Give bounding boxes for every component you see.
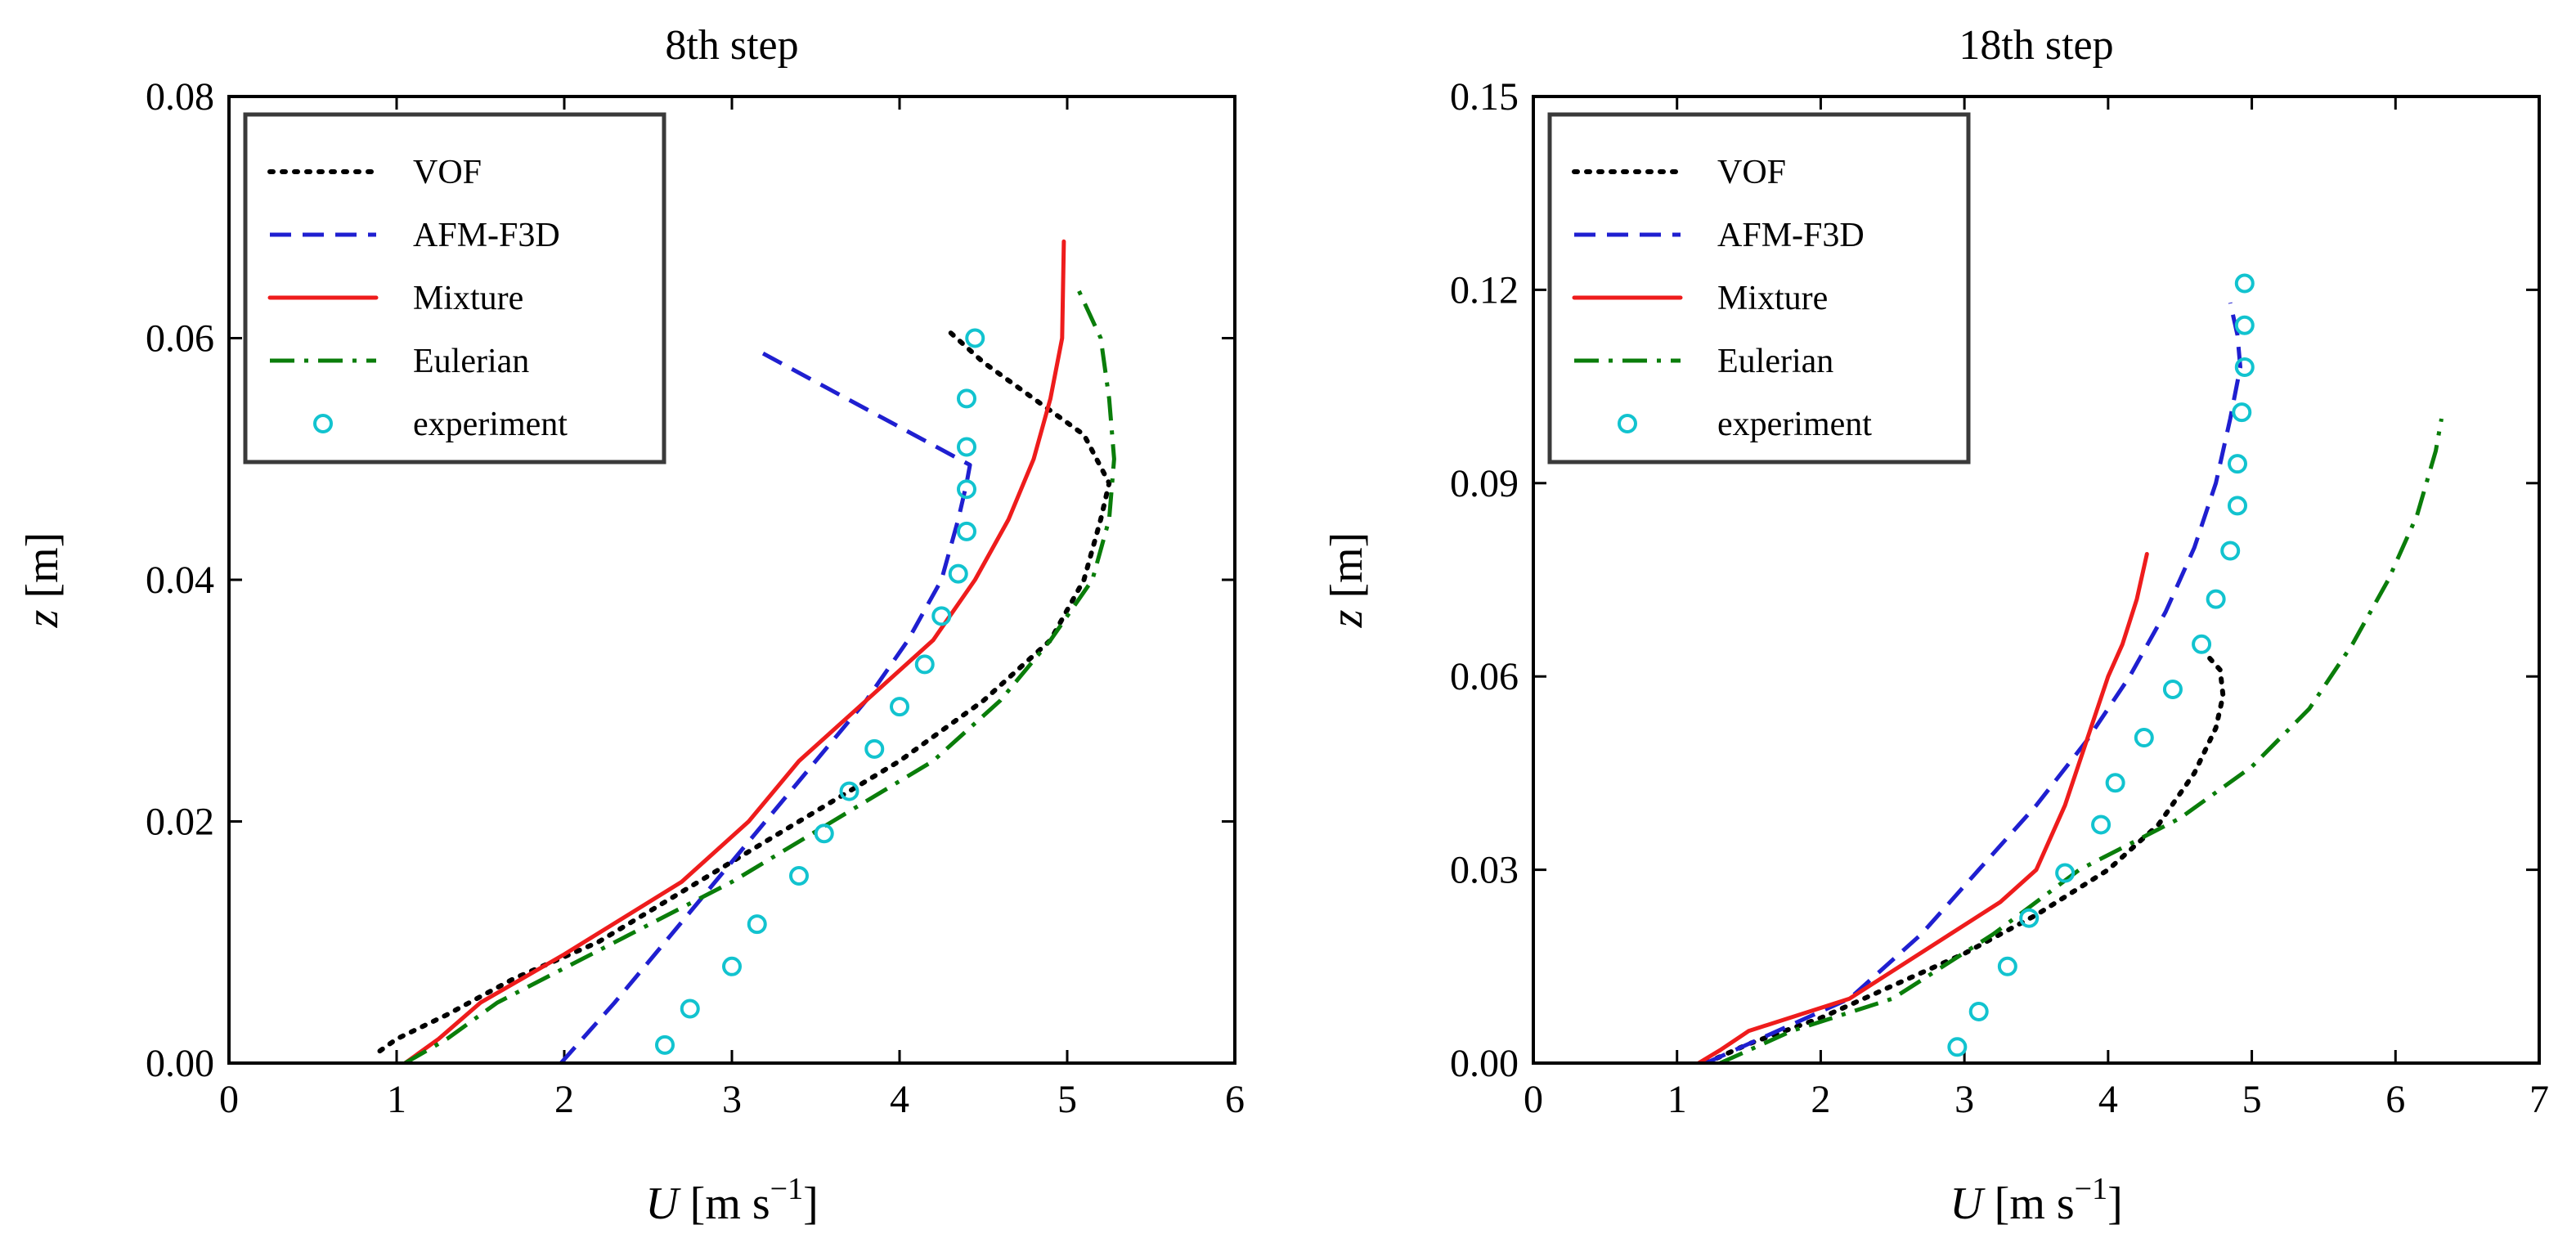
- x-tick-label: 4: [890, 1078, 909, 1121]
- plot-frame: [227, 95, 1236, 1065]
- data-point-experiment: [931, 606, 952, 626]
- plot-frame: [1532, 95, 2541, 1065]
- data-point-experiment: [2162, 679, 2183, 699]
- x-tick-label: 0: [219, 1078, 239, 1121]
- data-point-experiment: [2091, 814, 2112, 835]
- legend-marker-experiment: [313, 414, 333, 433]
- x-axis-label: U [m s−1]: [1950, 1172, 2123, 1229]
- data-point-experiment: [2105, 773, 2125, 793]
- legend-marker-experiment: [1618, 414, 1637, 433]
- data-point-experiment: [839, 781, 859, 801]
- x-tick-label: 1: [1667, 1078, 1687, 1121]
- data-point-experiment: [957, 388, 976, 409]
- legend-label-mixture: Mixture: [413, 280, 523, 317]
- data-point-experiment: [890, 697, 909, 717]
- chart-title: 8th step: [665, 22, 798, 69]
- legend-label-experiment: experiment: [1717, 406, 1872, 443]
- data-point-experiment: [1997, 956, 2017, 976]
- data-point-experiment: [1947, 1037, 1968, 1057]
- data-point-experiment: [948, 563, 968, 584]
- legend-label-eulerian: Eulerian: [413, 343, 529, 380]
- x-tick-label: 2: [554, 1078, 574, 1121]
- chart-panel-2: 18th step 0 1 2 3 4 5 6 7 0.00 0.03 0.06 0.09 0.12 0.1…: [1322, 22, 2549, 1229]
- data-point-experiment: [2019, 908, 2040, 928]
- legend-label-afm-f3d: AFM-F3D: [413, 217, 560, 254]
- series-line-eulerian: [404, 282, 1116, 1063]
- legend-box: [1547, 112, 1971, 464]
- data-point-experiment: [2192, 634, 2212, 654]
- y-tick-label: 0.00: [146, 1042, 214, 1085]
- data-point-experiment: [2055, 863, 2076, 883]
- legend-label-mixture: Mixture: [1717, 280, 1828, 317]
- series-line-mixture: [402, 239, 1066, 1063]
- x-tick-label: 5: [2242, 1078, 2262, 1121]
- data-point-experiment: [814, 823, 834, 844]
- data-point-experiment: [789, 865, 809, 886]
- x-tick-label: 3: [722, 1078, 742, 1121]
- series-line-mixture: [1696, 552, 2149, 1063]
- legend-label-experiment: experiment: [413, 406, 568, 443]
- x-tick-label: 3: [1954, 1078, 1974, 1121]
- x-tick-label: 2: [1811, 1078, 1830, 1121]
- data-point-experiment: [957, 521, 976, 541]
- series-line-vof: [377, 330, 1112, 1054]
- y-tick-label: 0.12: [1450, 268, 1519, 312]
- x-axis-label: U [m s−1]: [645, 1172, 819, 1229]
- data-point-experiment: [722, 956, 742, 976]
- data-point-experiment: [747, 914, 767, 935]
- plot-area: [377, 239, 1116, 1063]
- y-tick-label: 0.06: [146, 317, 214, 361]
- x-tick-label: 6: [1225, 1078, 1245, 1121]
- y-tick-label: 0.00: [1450, 1042, 1519, 1085]
- legend-box: [243, 112, 666, 464]
- y-tick-label: 0.09: [1450, 462, 1519, 505]
- data-point-experiment: [914, 654, 935, 675]
- y-axis-label: z [m]: [1322, 532, 1372, 629]
- x-tick-label: 5: [1057, 1078, 1077, 1121]
- y-axis-label: z [m]: [17, 532, 68, 629]
- data-point-experiment: [957, 479, 976, 500]
- data-point-experiment: [2220, 541, 2241, 561]
- data-point-experiment: [2234, 315, 2255, 335]
- legend-label-afm-f3d: AFM-F3D: [1717, 217, 1865, 254]
- data-point-experiment: [2228, 454, 2247, 474]
- x-tick-label: 4: [2098, 1078, 2118, 1121]
- x-tick-label: 7: [2529, 1078, 2549, 1121]
- data-point-experiment: [655, 1034, 675, 1055]
- series-line-afm-f3d: [1704, 302, 2242, 1063]
- chart-title: 18th step: [1959, 22, 2113, 69]
- data-point-experiment: [680, 998, 700, 1019]
- data-point-experiment: [965, 328, 985, 348]
- y-tick-label: 0.03: [1450, 849, 1519, 892]
- data-point-experiment: [2234, 357, 2255, 377]
- data-point-experiment: [1968, 1001, 1989, 1021]
- plot-area: [1696, 273, 2444, 1063]
- series-line-vof: [1703, 654, 2226, 1063]
- data-point-experiment: [2232, 402, 2252, 423]
- x-tick-label: 6: [2385, 1078, 2405, 1121]
- y-tick-label: 0.06: [1450, 655, 1519, 698]
- legend-label-eulerian: Eulerian: [1717, 343, 1833, 380]
- data-point-experiment: [2206, 589, 2226, 609]
- data-point-experiment: [2234, 273, 2255, 294]
- legend-label-vof: VOF: [1717, 154, 1786, 191]
- data-point-experiment: [864, 738, 885, 759]
- y-tick-label: 0.08: [146, 75, 214, 119]
- data-point-experiment: [2134, 728, 2154, 748]
- x-tick-label: 1: [387, 1078, 406, 1121]
- y-tick-label: 0.15: [1450, 75, 1519, 119]
- legend-label-vof: VOF: [413, 154, 482, 191]
- data-point-experiment: [957, 437, 976, 457]
- data-point-experiment: [2228, 496, 2247, 516]
- y-tick-label: 0.02: [146, 801, 214, 844]
- y-tick-label: 0.04: [146, 559, 214, 602]
- x-tick-label: 0: [1524, 1078, 1543, 1121]
- chart-panel-1: 8th step 0 1 2 3 4 5 6 0.00 0.02 0.04 0.06 0.08 U [m …: [17, 22, 1245, 1229]
